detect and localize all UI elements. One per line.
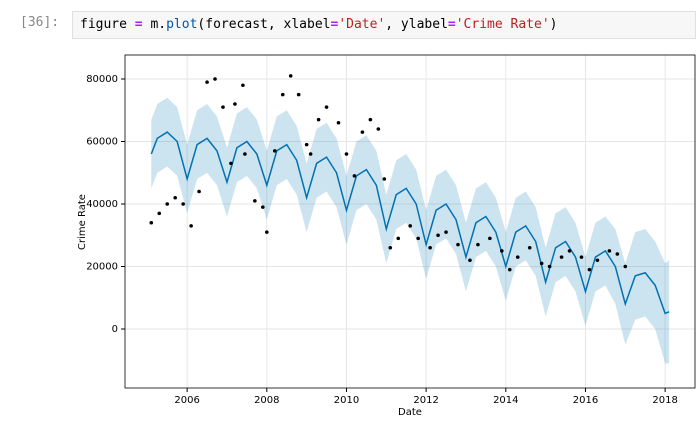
data-point [607,249,612,253]
data-point [243,152,247,156]
data-point [567,249,572,253]
data-point [488,236,492,241]
data-point [368,117,373,122]
data-point [468,258,472,263]
data-point [213,77,217,81]
data-point [344,152,349,156]
x-tick-label: 2016 [573,395,598,406]
code: = [447,17,456,32]
data-point [527,245,532,250]
data-point [288,74,293,78]
data-point [165,202,170,206]
data-point [296,92,301,97]
data-point [515,255,520,259]
code: 'Crime Rate' [455,17,550,32]
data-point [265,230,269,234]
data-point [205,80,209,84]
x-tick-label: 2006 [174,395,199,406]
data-point [456,242,460,247]
code: plot [166,17,198,32]
data-point [189,224,193,228]
data-point [221,105,225,109]
x-tick-label: 2008 [254,395,279,406]
data-point [559,255,564,259]
data-point [181,202,185,206]
code: (forecast, xlabel [197,17,331,32]
x-tick-label: 2014 [493,395,518,406]
code: , ylabel [385,17,448,32]
y-tick-label: 40000 [86,199,118,210]
data-point [149,220,154,225]
code: = [330,17,339,32]
data-point [233,102,237,106]
cell-prompt: [36]: [20,15,60,30]
data-point [197,189,201,194]
x-tick-label: 2018 [652,395,677,406]
data-point [539,261,544,266]
data-point [507,267,512,272]
data-point [547,264,552,269]
data-point [316,117,321,122]
data-point [229,161,233,166]
code-cell[interactable]: figure = m.plot(forecast, xlabel='Date',… [72,11,696,39]
data-point [253,199,257,203]
code: figure [80,17,135,32]
data-point [388,245,393,250]
data-point [436,233,440,238]
data-point [595,258,600,263]
y-tick-label: 0 [112,324,118,335]
data-point [173,195,177,200]
data-point [476,242,480,247]
data-point [241,83,245,88]
y-tick-label: 20000 [86,262,118,273]
data-point [623,264,628,269]
data-point [396,236,401,241]
data-point [324,105,329,109]
data-point [280,92,285,97]
x-axis-label: Date [398,407,422,418]
y-tick-label: 60000 [86,137,118,148]
data-point [587,267,592,272]
data-point [304,142,309,147]
data-point [615,252,620,256]
code: 'Date' [338,17,386,32]
data-point [157,211,162,216]
data-point [336,120,341,125]
data-point [579,255,584,259]
data-point [444,230,448,234]
x-tick-label: 2012 [413,395,438,406]
data-point [376,127,381,131]
data-point [308,152,313,156]
data-point [416,236,420,241]
y-tick-label: 80000 [86,74,118,85]
y-axis-label: Crime Rate [77,194,88,250]
data-point [272,149,277,153]
data-point [261,205,265,209]
plot-frame [124,54,696,389]
data-point [360,130,365,134]
code: = [134,17,143,32]
code: m. [142,17,167,32]
data-point [352,174,357,178]
x-tick-label: 2010 [334,395,359,406]
data-point [500,249,504,253]
data-point [408,224,412,228]
data-point [382,177,387,181]
code: ) [549,17,558,32]
data-point [428,245,432,250]
forecast-line [150,131,670,315]
uncertainty-band [151,97,670,364]
